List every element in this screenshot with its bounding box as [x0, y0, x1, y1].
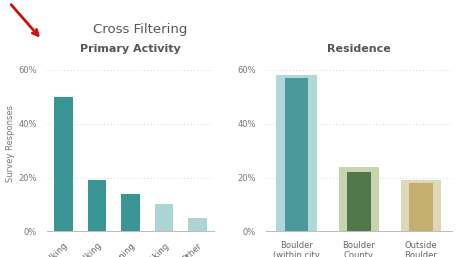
Bar	[155, 204, 173, 231]
Bar	[88, 180, 106, 231]
Y-axis label: Survey Responses: Survey Responses	[7, 105, 15, 182]
Text: Cross Filtering: Cross Filtering	[93, 23, 188, 36]
Bar	[285, 78, 308, 231]
Title: Residence: Residence	[327, 44, 391, 54]
Bar	[188, 218, 207, 231]
Bar	[347, 172, 370, 231]
Bar	[339, 167, 379, 231]
Bar	[409, 183, 433, 231]
Title: Primary Activity: Primary Activity	[80, 44, 181, 54]
Bar	[276, 75, 317, 231]
Bar	[54, 97, 73, 231]
Bar	[121, 194, 140, 231]
Bar	[401, 180, 441, 231]
